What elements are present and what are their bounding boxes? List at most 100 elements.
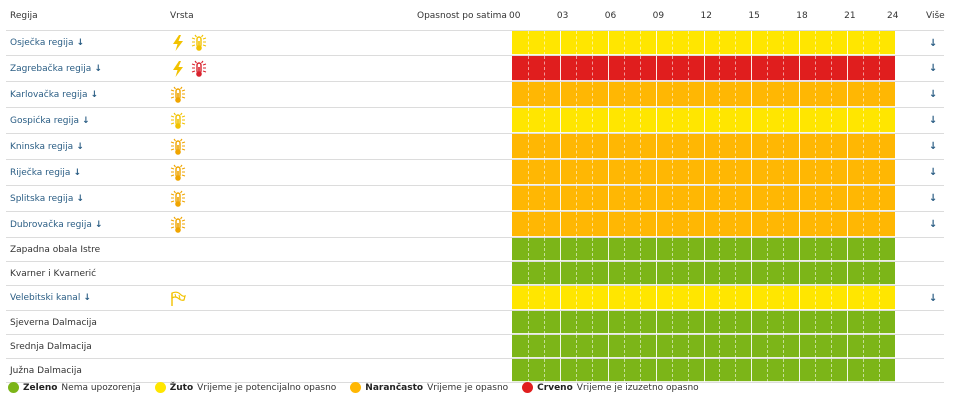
hour-gridline <box>863 82 865 107</box>
hour-gridline <box>559 359 561 382</box>
hour-gridline <box>799 31 801 55</box>
hour-gridline <box>735 359 737 382</box>
region-label: Osječka regija <box>10 38 74 48</box>
hour-gridline <box>719 286 721 310</box>
hour-gridline <box>575 286 577 310</box>
hour-gridline <box>735 311 737 334</box>
hour-gridline <box>751 286 753 310</box>
region-name[interactable]: Osječka regija ↓ <box>10 31 84 55</box>
expand-details-icon[interactable]: ↓ <box>929 115 938 126</box>
region-rows: Osječka regija ↓ ↓ Zagrebačka regija ↓ ↓ Kar… <box>6 31 944 383</box>
hour-gridline <box>543 160 545 185</box>
expand-details-icon[interactable]: ↓ <box>929 141 938 152</box>
expand-details-icon[interactable]: ↓ <box>929 193 938 204</box>
region-label: Splitska regija <box>10 193 74 204</box>
hour-gridline <box>591 286 593 310</box>
expand-details-icon[interactable]: ↓ <box>929 37 938 49</box>
lightning-icon <box>173 60 183 77</box>
hour-gridline <box>527 238 529 261</box>
region-name[interactable]: Splitska regija ↓ <box>10 186 84 211</box>
row-separator <box>512 132 895 133</box>
hour-gridline <box>639 186 641 211</box>
hour-gridline <box>847 186 849 211</box>
region-row: Sjeverna Dalmacija <box>6 311 944 335</box>
hour-gridline <box>751 335 753 358</box>
hour-gridline <box>559 186 561 211</box>
hour-gridline <box>559 134 561 159</box>
region-name[interactable]: Karlovačka regija ↓ <box>10 82 98 107</box>
hour-gridline <box>543 311 545 334</box>
region-name[interactable]: Dubrovačka regija ↓ <box>10 212 102 237</box>
hour-gridline <box>575 262 577 285</box>
hour-gridline <box>559 286 561 310</box>
hour-gridline <box>815 134 817 159</box>
hour-gridline <box>879 186 881 211</box>
hour-gridline <box>607 31 609 55</box>
region-name[interactable]: Velebitski kanal ↓ <box>10 286 91 310</box>
hour-gridline <box>575 160 577 185</box>
row-separator <box>512 309 895 310</box>
hour-gridline <box>639 359 641 382</box>
hour-gridline <box>543 134 545 159</box>
hazard-bar-orange <box>512 160 895 185</box>
legend-text: Vrijeme je opasno <box>427 382 509 393</box>
region-label: Zapadna obala Istre <box>10 244 101 255</box>
region-row: Zagrebačka regija ↓ ↓ <box>6 56 944 82</box>
hour-gridline <box>783 160 785 185</box>
hour-gridline <box>735 82 737 107</box>
wind-flag-icon <box>171 291 186 306</box>
expand-details-icon[interactable]: ↓ <box>929 167 938 178</box>
region-row: Kvarner i Kvarnerić <box>6 262 944 286</box>
hour-gridline <box>527 82 529 107</box>
hour-gridline <box>687 359 689 382</box>
hour-label: 18 <box>796 11 808 21</box>
hour-gridline <box>735 31 737 55</box>
hour-gridline <box>607 82 609 107</box>
hour-gridline <box>607 359 609 382</box>
hour-gridline <box>815 238 817 261</box>
hour-gridline <box>767 160 769 185</box>
expand-details-icon[interactable]: ↓ <box>929 219 938 230</box>
hour-gridline <box>703 56 705 81</box>
region-row: Splitska regija ↓ ↓ <box>6 186 944 212</box>
hour-gridline <box>607 134 609 159</box>
hour-gridline <box>655 262 657 285</box>
hour-gridline <box>655 31 657 55</box>
hour-gridline <box>735 186 737 211</box>
region-name: Kvarner i Kvarnerić <box>10 262 96 285</box>
hour-gridline <box>783 82 785 107</box>
hour-gridline <box>815 262 817 285</box>
hour-gridline <box>687 311 689 334</box>
hour-gridline <box>559 238 561 261</box>
region-name[interactable]: Gospićka regija ↓ <box>10 108 90 133</box>
expand-details-icon[interactable]: ↓ <box>929 89 938 100</box>
hour-gridline <box>735 238 737 261</box>
region-name[interactable]: Kninska regija ↓ <box>10 134 84 159</box>
hour-gridline <box>591 212 593 237</box>
hour-gridline <box>831 160 833 185</box>
hour-gridline <box>671 160 673 185</box>
region-name[interactable]: Zagrebačka regija ↓ <box>10 56 102 81</box>
hour-gridline <box>847 262 849 285</box>
hour-gridline <box>543 186 545 211</box>
hour-gridline <box>687 108 689 133</box>
hour-gridline <box>687 238 689 261</box>
row-separator <box>512 333 895 334</box>
expand-details-icon[interactable]: ↓ <box>929 292 938 304</box>
arrow-down-icon: ↓ <box>83 293 91 303</box>
warning-type-icons <box>170 56 207 81</box>
hour-gridline <box>527 31 529 55</box>
expand-details-icon[interactable]: ↓ <box>929 63 938 74</box>
hour-label: 06 <box>604 11 617 21</box>
hour-gridline <box>655 186 657 211</box>
region-name[interactable]: Riječka regija ↓ <box>10 160 81 185</box>
hour-gridline <box>623 286 625 310</box>
hour-gridline <box>879 262 881 285</box>
hour-gridline <box>719 108 721 133</box>
row-separator <box>512 260 895 261</box>
hour-gridline <box>687 31 689 55</box>
hour-gridline <box>879 82 881 107</box>
hour-gridline <box>767 186 769 211</box>
thermometer-icon <box>170 164 186 181</box>
lightning-icon <box>173 35 183 51</box>
